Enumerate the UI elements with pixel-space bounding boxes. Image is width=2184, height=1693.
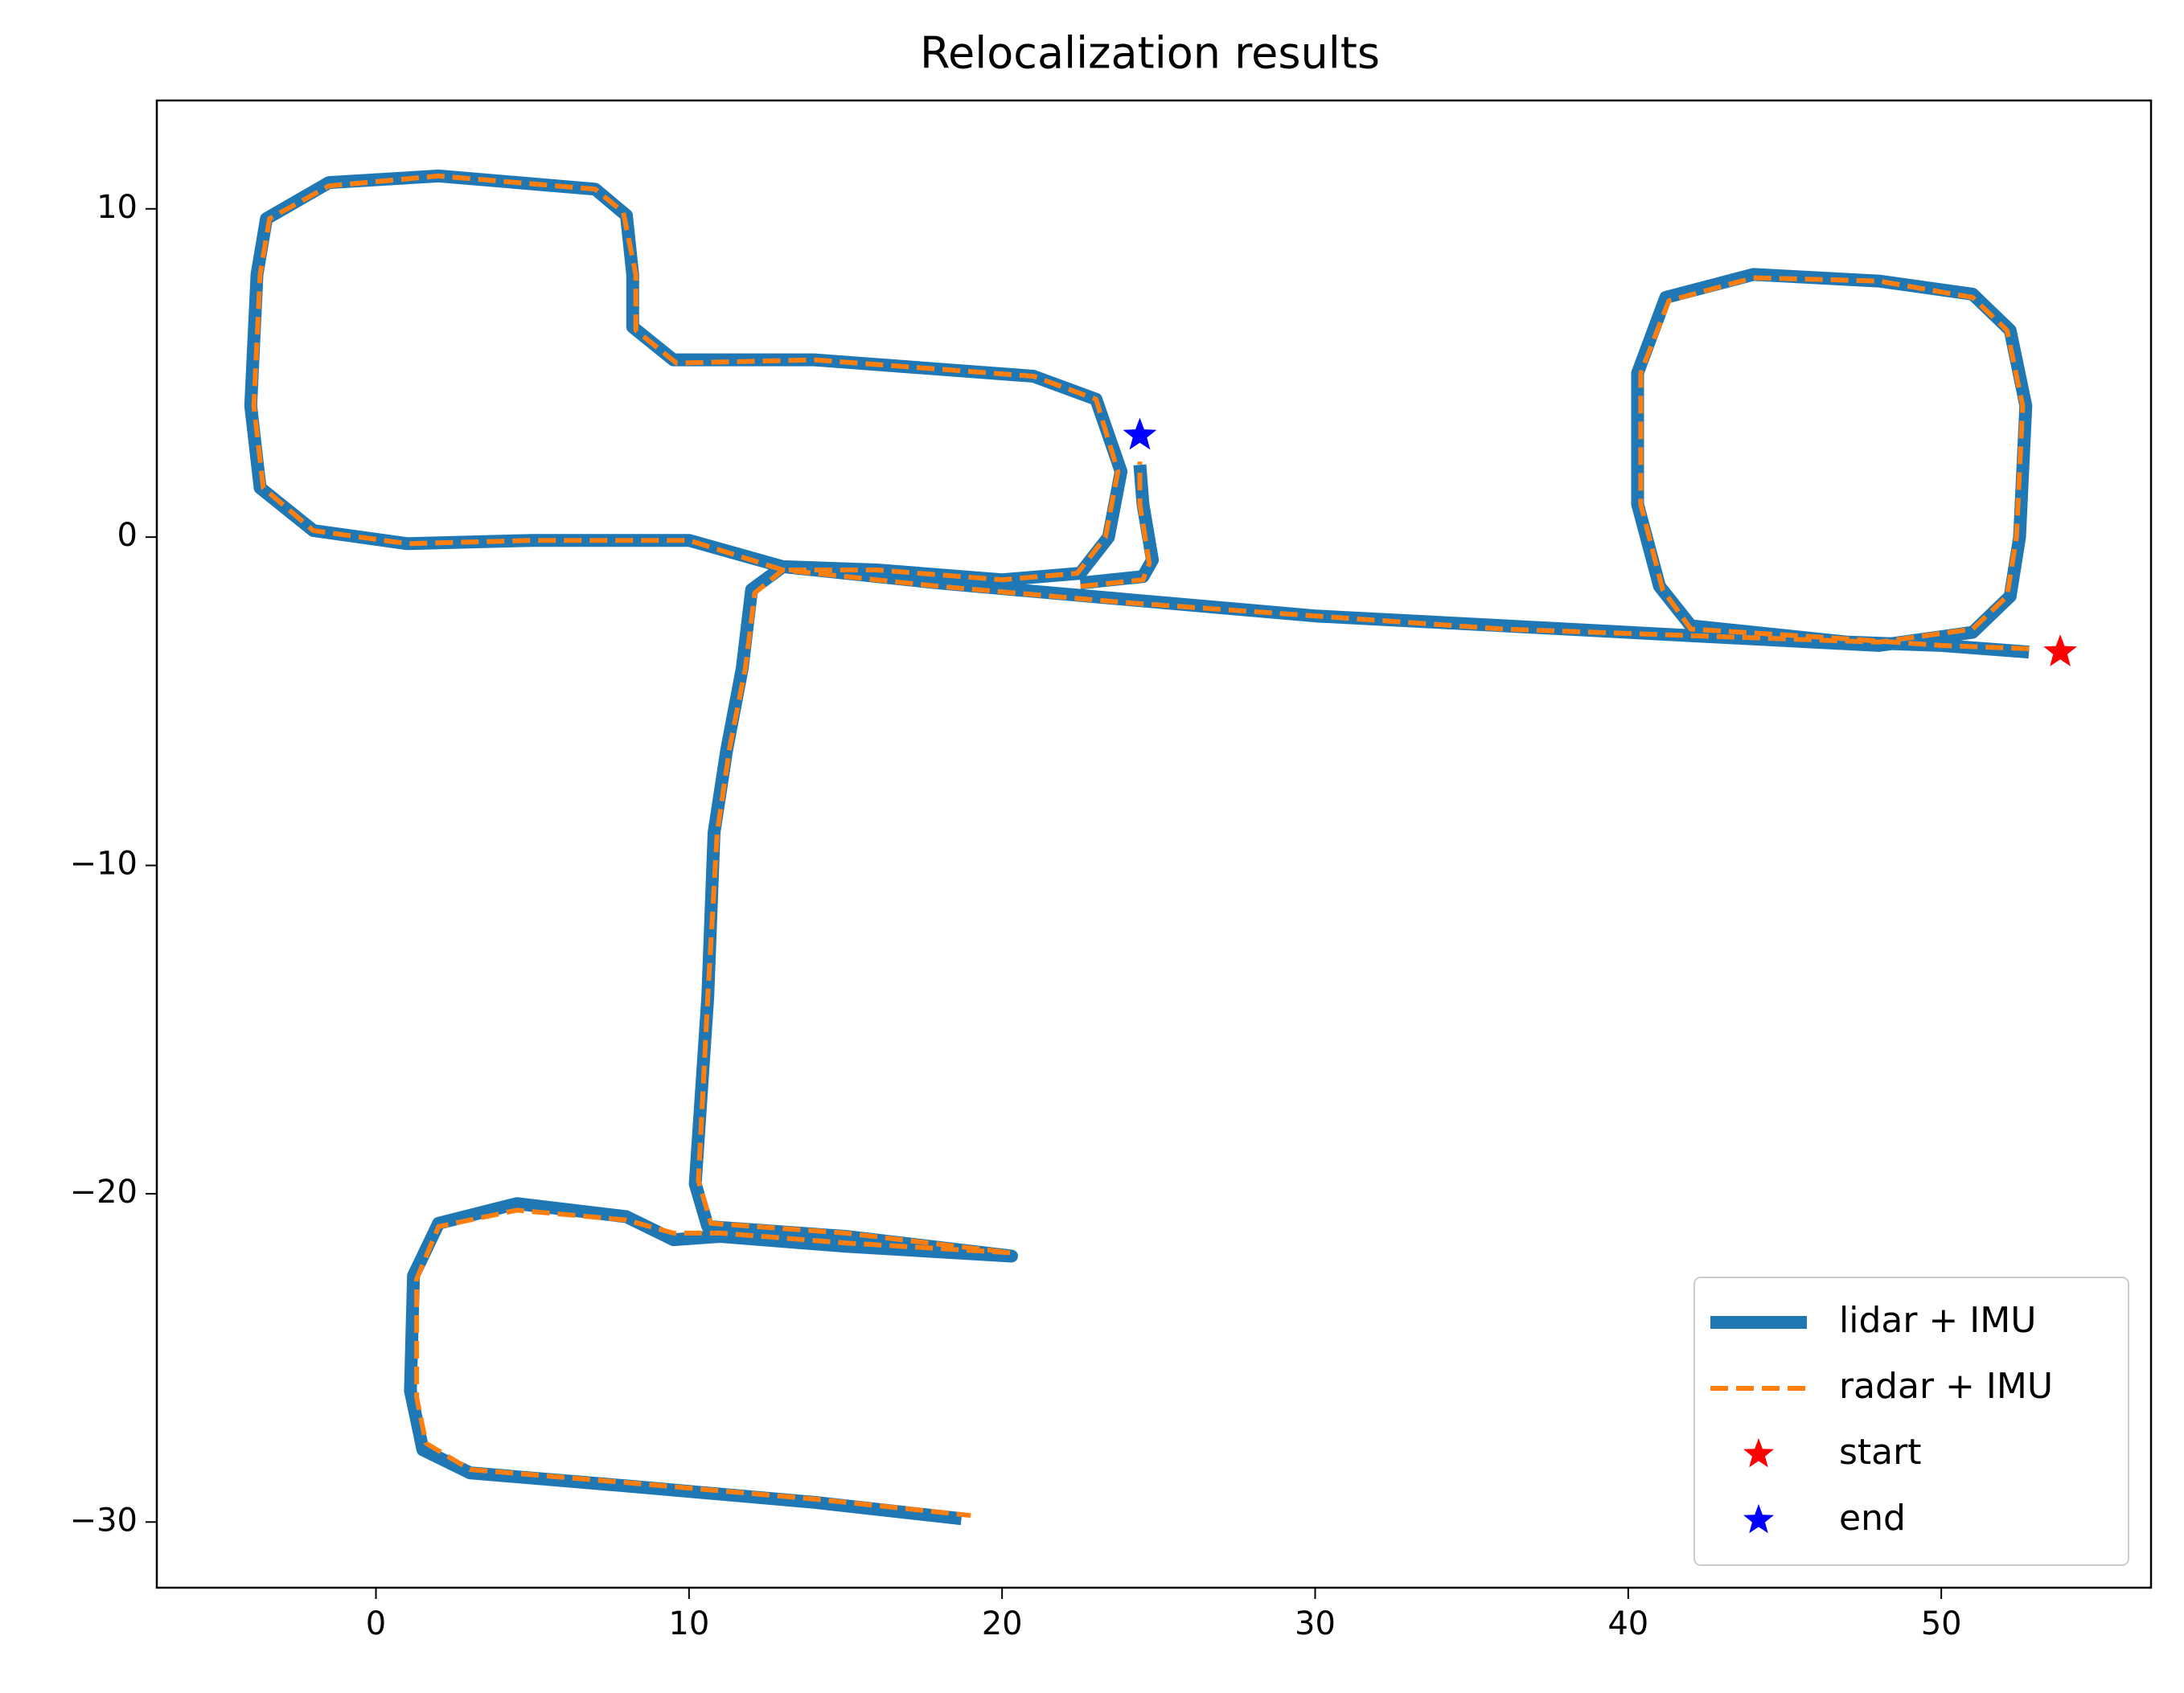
x-tick-label: 40 — [1607, 1605, 1648, 1642]
legend-marker — [1743, 1438, 1774, 1468]
plot-frame — [155, 99, 2153, 1589]
y-tick-label: −20 — [70, 1174, 138, 1211]
y-tick-label: −10 — [70, 846, 138, 883]
legend-label: lidar + IMU — [1839, 1300, 2036, 1341]
legend-label: radar + IMU — [1839, 1366, 2053, 1407]
x-tick-label: 20 — [982, 1605, 1023, 1642]
marker-end — [1123, 417, 1157, 450]
legend-box — [1693, 1277, 2129, 1566]
x-tick-label: 0 — [366, 1605, 386, 1642]
x-tick-label: 50 — [1921, 1605, 1962, 1642]
x-tick-label: 10 — [668, 1605, 709, 1642]
legend-label: start — [1839, 1432, 1921, 1473]
chart-title: Relocalization results — [920, 28, 1380, 79]
legend-marker — [1743, 1504, 1774, 1534]
y-tick-label: 10 — [96, 189, 138, 226]
y-tick-label: 0 — [117, 517, 138, 554]
y-tick-label: −30 — [70, 1502, 138, 1539]
legend: lidar + IMU radar + IMU start end — [1693, 1277, 2129, 1566]
legend-label: end — [1839, 1498, 1906, 1539]
dashed-trajectory — [251, 173, 2030, 1519]
marker-start — [2043, 634, 2077, 666]
x-tick-label: 30 — [1295, 1605, 1336, 1642]
